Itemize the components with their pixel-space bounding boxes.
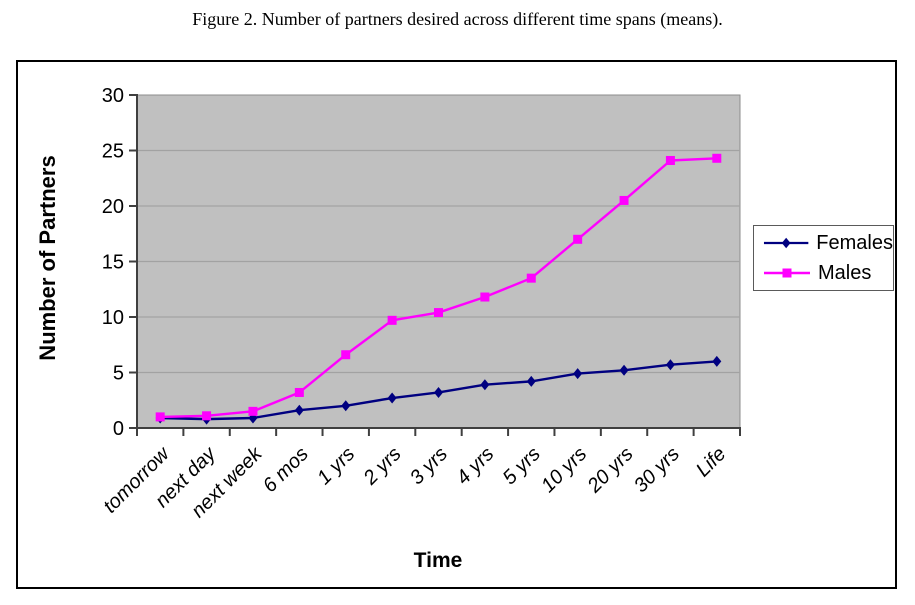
chart-frame: 0 5 10 15 20 25 30 tomorrow next day next week 6 m… (16, 60, 897, 589)
svg-text:5: 5 (113, 363, 124, 385)
legend-item-females: Females (763, 230, 893, 256)
svg-text:3 yrs: 3 yrs (406, 443, 452, 489)
legend-label-males: Males (818, 262, 872, 284)
svg-text:10 yrs: 10 yrs (537, 443, 591, 497)
y-axis-title: Number of Partners (35, 155, 60, 361)
svg-text:0: 0 (113, 418, 124, 440)
svg-text:30 yrs: 30 yrs (630, 443, 684, 497)
svg-text:4 yrs: 4 yrs (452, 443, 498, 489)
legend-label-females: Females (816, 232, 893, 254)
svg-text:2 yrs: 2 yrs (359, 443, 406, 490)
svg-text:30: 30 (102, 85, 124, 107)
svg-text:10: 10 (102, 307, 124, 329)
x-axis-title: Time (413, 549, 463, 572)
svg-text:1 yrs: 1 yrs (313, 443, 359, 489)
legend-box: Females Males (753, 225, 894, 291)
females-line-marker-icon (763, 237, 809, 249)
legend-item-males: Males (763, 260, 893, 286)
svg-text:6 mos: 6 mos (259, 443, 313, 497)
svg-text:15: 15 (102, 252, 124, 274)
males-line-marker-icon (764, 268, 810, 278)
svg-text:25: 25 (102, 141, 124, 163)
svg-text:20: 20 (102, 196, 124, 218)
figure-caption: Figure 2. Number of partners desired acr… (192, 9, 723, 29)
svg-text:20 yrs: 20 yrs (583, 443, 638, 498)
svg-text:Life: Life (692, 443, 730, 481)
